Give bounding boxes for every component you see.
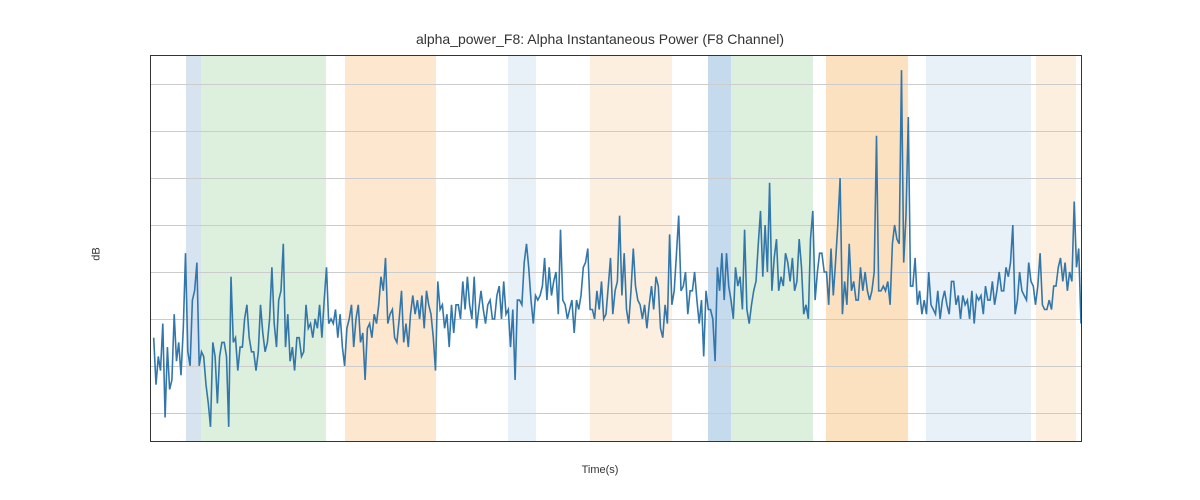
- x-tick-mark: [699, 441, 700, 442]
- line-path: [154, 70, 1081, 427]
- plot-area: 678910111213200040006000800010000: [150, 55, 1082, 442]
- line-series: [151, 56, 1081, 441]
- x-tick-mark: [881, 441, 882, 442]
- x-axis-label: Time(s): [0, 464, 1200, 476]
- x-tick-mark: [336, 441, 337, 442]
- y-axis-label: dB: [91, 247, 103, 260]
- chart-title: alpha_power_F8: Alpha Instantaneous Powe…: [0, 31, 1200, 47]
- x-tick-mark: [517, 441, 518, 442]
- chart-figure: alpha_power_F8: Alpha Instantaneous Powe…: [0, 0, 1200, 500]
- x-tick-mark: [1063, 441, 1064, 442]
